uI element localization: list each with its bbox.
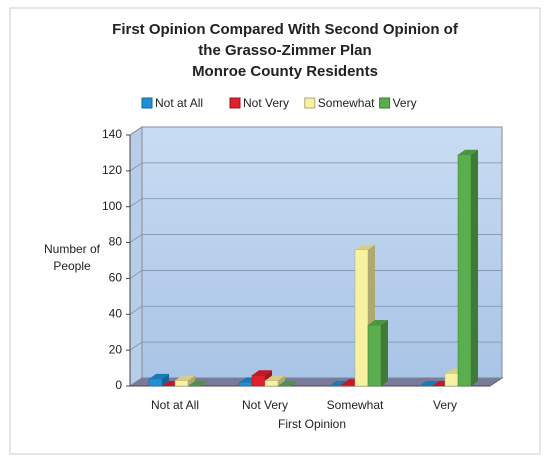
legend-label: Not Very <box>243 96 289 110</box>
legend-swatch <box>379 97 391 109</box>
grid-line <box>129 270 502 279</box>
bar <box>341 383 356 387</box>
legend-label: Somewhat <box>318 96 375 110</box>
legend-label: Not at All <box>155 96 203 110</box>
chart-title: Monroe County Residents <box>192 63 378 80</box>
bar <box>367 324 382 387</box>
y-tick-label: 140 <box>102 127 122 141</box>
back-wall <box>141 126 503 379</box>
bar-side <box>471 149 478 386</box>
bar-top <box>368 320 388 326</box>
x-tick-label: Not Very <box>242 398 288 412</box>
bar-side <box>162 373 169 386</box>
x-tick-label: Very <box>433 398 457 412</box>
bar-side <box>381 320 388 386</box>
bar-top <box>278 381 298 386</box>
grid-line <box>129 305 502 315</box>
legend: Not at All Not Very Somewhat Very <box>141 96 417 110</box>
bar-top <box>149 373 169 379</box>
grid-line <box>129 234 502 243</box>
y-tick-label: 100 <box>102 199 122 213</box>
bar-top <box>419 381 439 386</box>
bar <box>251 374 266 387</box>
legend-swatch <box>141 97 153 109</box>
bar <box>444 373 459 387</box>
bar-top <box>252 370 272 376</box>
y-tick-label: 0 <box>115 378 122 392</box>
y-tick-label: 120 <box>102 163 122 177</box>
grid-line <box>129 126 502 136</box>
bar <box>238 382 253 387</box>
chart-title: the Grasso-Zimmer Plan <box>198 42 371 59</box>
legend-label: Very <box>393 96 417 110</box>
bar <box>457 154 472 387</box>
bar-top <box>355 244 375 250</box>
bar-top <box>265 375 285 381</box>
y-axis-label: Number of <box>44 242 101 256</box>
legend-swatch <box>229 97 241 109</box>
bar <box>174 380 189 387</box>
x-axis-label: First Opinion <box>278 417 346 431</box>
y-tick-label: 40 <box>109 306 123 320</box>
y-axis-label: People <box>53 259 91 273</box>
bar-top <box>329 381 349 386</box>
y-tick-label: 80 <box>109 235 123 249</box>
x-tick-label: Not at All <box>151 398 199 412</box>
grid-line <box>129 198 502 208</box>
chart-title: First Opinion Compared With Second Opini… <box>112 21 459 38</box>
bar-top <box>175 375 195 381</box>
side-wall <box>129 126 143 387</box>
x-tick-label: Somewhat <box>327 398 384 412</box>
bar <box>148 378 163 387</box>
y-tick-label: 20 <box>109 342 123 356</box>
bar <box>354 249 369 387</box>
grid-line <box>129 162 502 172</box>
bar-top <box>188 381 208 386</box>
legend-swatch <box>304 97 316 109</box>
y-tick-label: 60 <box>109 271 123 285</box>
bar-side <box>188 375 195 386</box>
bar-side <box>278 375 285 386</box>
bar <box>264 380 279 387</box>
bar-top <box>458 149 478 155</box>
